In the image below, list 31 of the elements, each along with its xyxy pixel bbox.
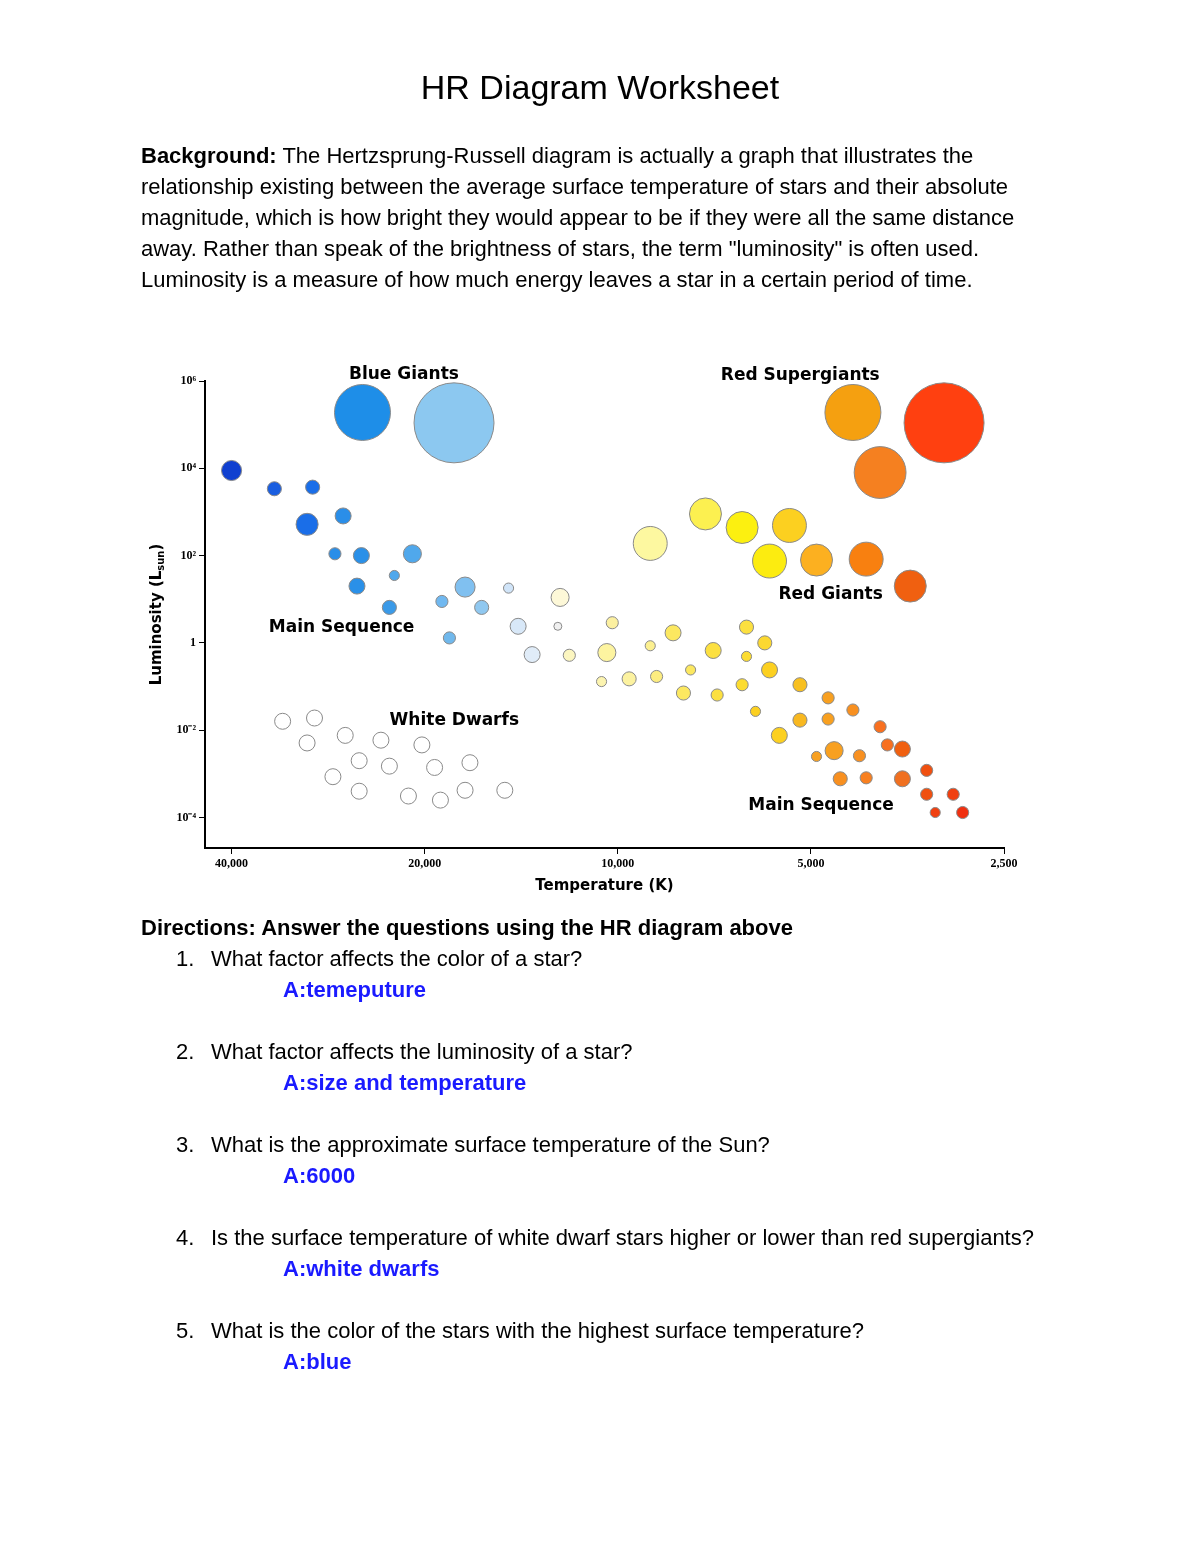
text: 3. What is the approximate surface temperature of the Sun?	[175, 1131, 771, 1159]
annotation: Blue Giants	[348, 362, 459, 383]
x-axis-title: Temperature (K)	[535, 875, 674, 894]
x-tick-label: 10,000	[601, 856, 635, 871]
annotation: Main Sequence	[268, 616, 415, 636]
annotation: Red Giants	[778, 583, 883, 604]
x-tick-label: 40,000	[215, 856, 249, 871]
text: A:size and temperature	[282, 1069, 528, 1097]
text: A:white dwarfs	[282, 1255, 441, 1283]
text: 2. What factor affects the luminosity of a star?	[175, 1038, 634, 1066]
x-tick-label: 5,000	[797, 856, 825, 871]
y-tick-label: 10⁶	[180, 373, 197, 388]
y-tick-label: 10⁻⁴	[176, 809, 197, 824]
x-tick-label: 20,000	[408, 856, 442, 871]
text: A:temeputure	[282, 976, 427, 1004]
text: 4. Is the surface temperature of white dwarf stars higher or lower than red supergiants?	[175, 1224, 1035, 1252]
y-tick-label: 10⁻²	[176, 722, 197, 737]
y-tick-label: 10⁴	[180, 460, 197, 475]
text: Directions: Answer the questions using the HR diagram above	[141, 914, 794, 942]
text: 5. What is the color of the stars with the highest surface temperature?	[175, 1317, 865, 1345]
chart-title: HR Diagram Worksheet	[419, 68, 781, 107]
chart-subtitle: Background: The Hertzsprung-Russell diagram is actually a graph that illustrates the relationship existing between the average surface temperature of stars and their absolute magnitude, which is how bright they would appear to be if they were all the same distance away. Rather than speak of the brightness of stars, the term "luminosity" is often used. Luminosity is a measure of how much energy leaves a star in a certain period of time.	[141, 142, 1016, 294]
y-tick-label: 10²	[180, 547, 197, 562]
annotation: Main Sequence	[748, 793, 894, 814]
text: A:blue	[282, 1348, 353, 1376]
text: A:6000	[282, 1162, 357, 1190]
annotation: White Dwarfs	[389, 708, 520, 729]
annotation: Red Supergiants	[720, 363, 880, 384]
text: 1. What factor affects the color of a star?	[175, 945, 584, 973]
y-tick-label: 1	[190, 634, 196, 649]
x-tick-label: 2,500	[990, 856, 1018, 871]
